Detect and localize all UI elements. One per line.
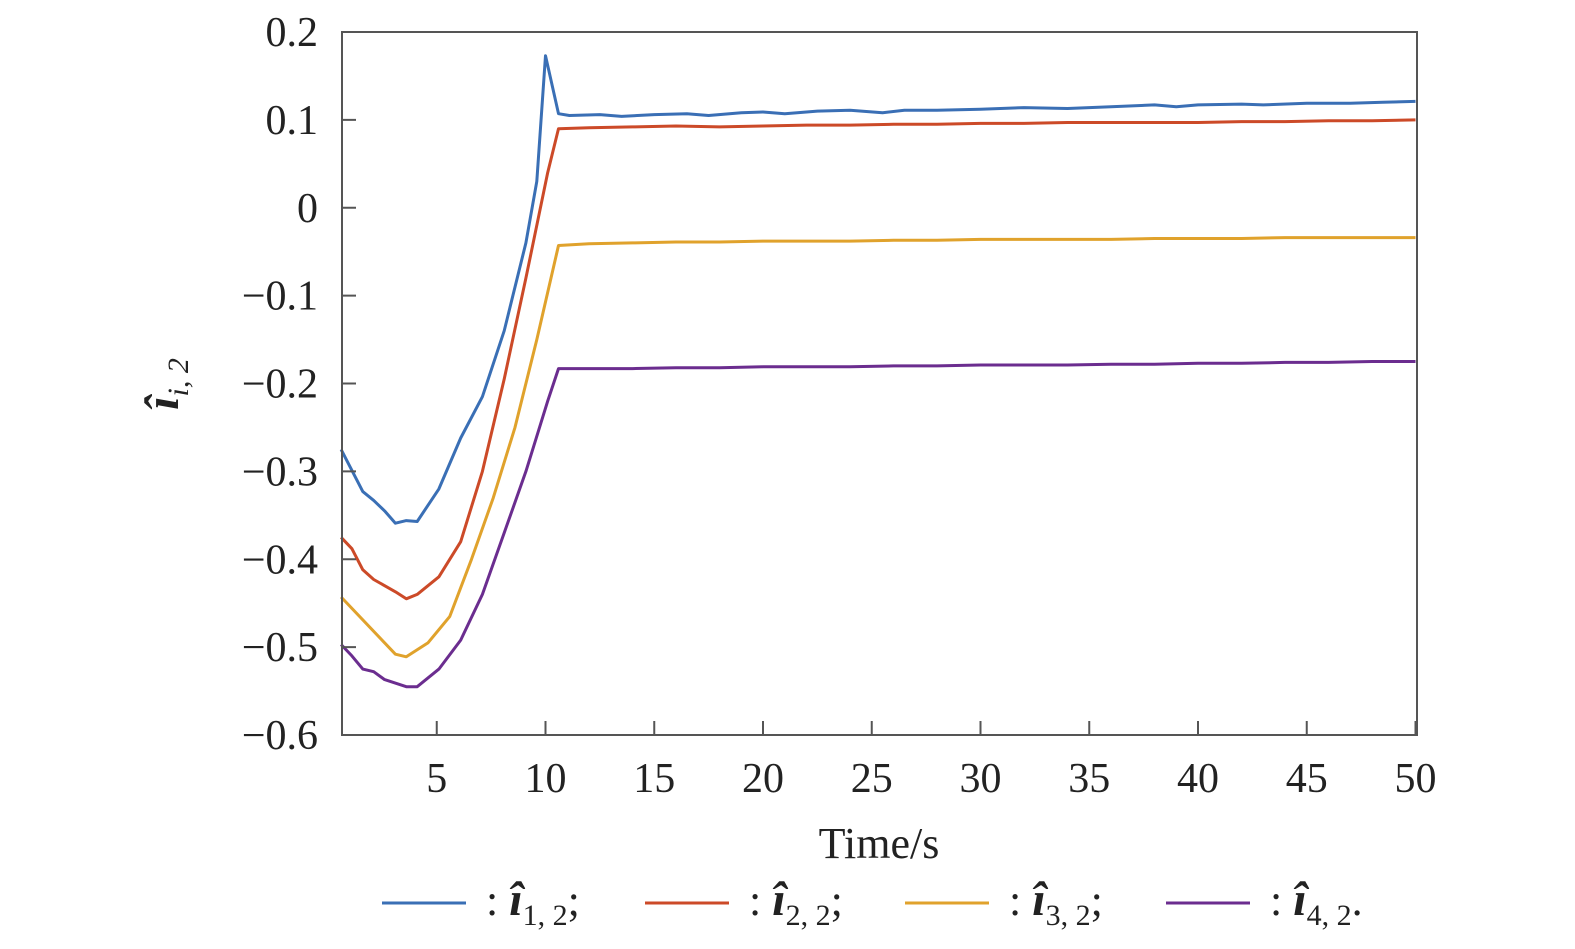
y-axis-label: îi, 2: [136, 358, 195, 410]
y-tick-label: 0.1: [266, 98, 319, 144]
x-axis: 5 10 15 20 25 30 35 40 45 50: [426, 721, 1437, 802]
x-tick-label: 50: [1395, 756, 1437, 802]
legend-label: : î1, 2;: [486, 873, 580, 932]
legend-label: : î4, 2.: [1270, 873, 1363, 932]
y-tick-label: −0.4: [242, 537, 318, 583]
x-tick-label: 45: [1286, 756, 1328, 802]
x-tick-label: 25: [851, 756, 893, 802]
legend-label: : î3, 2;: [1009, 873, 1103, 932]
x-tick-label: 35: [1068, 756, 1110, 802]
x-tick-label: 5: [426, 756, 447, 802]
legend-item-1: : î1, 2;: [382, 873, 580, 932]
y-tick-label: −0.6: [242, 713, 318, 759]
series-line-3: [340, 236, 1416, 659]
series-line-1: [339, 54, 1416, 525]
legend: : î1, 2; : î2, 2; : î3, 2; : î4, 2.: [382, 873, 1363, 932]
series-line-2: [340, 118, 1416, 601]
y-tick-label: −0.5: [242, 625, 318, 671]
legend-item-2: : î2, 2;: [645, 873, 843, 932]
legend-label: : î2, 2;: [749, 873, 843, 932]
x-tick-label: 15: [633, 756, 675, 802]
series-lines: [339, 54, 1416, 689]
y-tick-label: −0.2: [242, 362, 318, 408]
legend-item-3: : î3, 2;: [905, 873, 1103, 932]
y-tick-label: 0: [297, 186, 318, 232]
y-axis: 0.2 0.1 0 −0.1 −0.2 −0.3 −0.4 −0.5 −0.6: [242, 10, 356, 759]
x-tick-label: 30: [960, 756, 1002, 802]
series-line-4: [340, 360, 1416, 689]
x-tick-label: 10: [525, 756, 567, 802]
y-tick-label: 0.2: [266, 10, 319, 56]
x-tick-label: 40: [1177, 756, 1219, 802]
y-tick-label: −0.3: [242, 449, 318, 495]
x-axis-label: Time/s: [819, 819, 940, 868]
y-tick-label: −0.1: [242, 274, 318, 320]
x-tick-label: 20: [742, 756, 784, 802]
legend-item-4: : î4, 2.: [1166, 873, 1363, 932]
